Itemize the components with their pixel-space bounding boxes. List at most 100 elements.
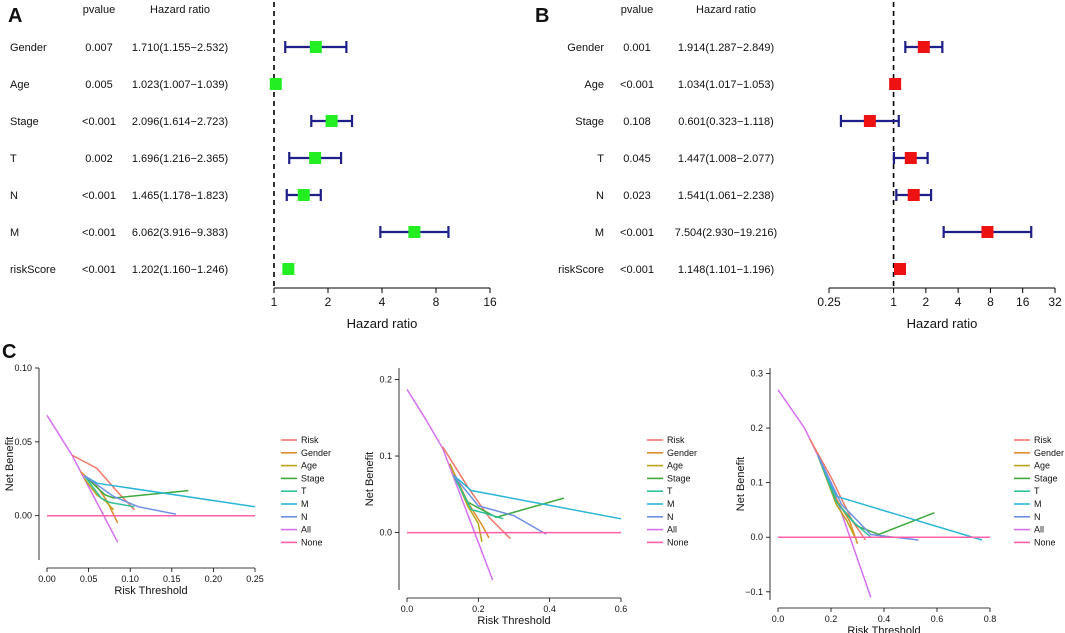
x-tick-label: 0.6 [615, 604, 628, 614]
row-label-riskscore: riskScore [10, 264, 56, 276]
panel-label-c: C [2, 341, 16, 363]
row-pvalue-age: 0.005 [85, 79, 113, 91]
forest-plot-a: pvalue Hazard ratio 1 2 4 8 16 Hazard ratio Gend… [10, 2, 497, 331]
x-tick-label: 8 [433, 295, 440, 309]
legend-label-stage: Stage [667, 473, 691, 483]
dca-plot-2: 0.0 0.1 0.2 0.0 0.2 0.4 0.6 Risk Threshold Net B… [364, 368, 697, 627]
row-hr-text-age: 1.034(1.017−1.053) [678, 79, 774, 91]
series-line-n [817, 454, 919, 541]
hr-point-n [297, 189, 310, 201]
x-tick-label: 8 [987, 295, 994, 309]
x-tick-label: 4 [955, 295, 962, 309]
dca-plot-3: −0.1 0.0 0.1 0.2 0.3 0.0 0.2 0.4 0.6 0.8 Risk Thre… [735, 368, 1064, 633]
header-hazard-ratio: Hazard ratio [150, 4, 210, 16]
x-tick-label: 0.2 [825, 614, 838, 624]
y-axis-title: Net Benefit [364, 452, 376, 506]
legend-label-risk: Risk [301, 435, 319, 445]
row-hr-text-stage: 2.096(1.614−2.723) [132, 116, 228, 128]
y-tick-label: −0.1 [745, 587, 763, 597]
row-hr-text-n: 1.541(1.061−2.238) [678, 190, 774, 202]
series-line-risk [442, 446, 511, 540]
x-tick-label: 1 [890, 295, 897, 309]
legend-label-none: None [1034, 537, 1056, 547]
row-pvalue-t: 0.002 [85, 153, 113, 165]
panel-label-b: B [535, 5, 549, 27]
legend-label-all: All [1034, 525, 1044, 535]
y-tick-label: 0.2 [750, 423, 763, 433]
series-line-t [817, 455, 872, 538]
row-label-t: T [10, 153, 17, 165]
legend-label-m: M [301, 499, 309, 509]
hr-point-stage [863, 115, 876, 127]
legend-label-age: Age [667, 461, 683, 471]
x-tick-label: 32 [1048, 295, 1062, 309]
row-pvalue-gender: 0.001 [623, 42, 651, 54]
y-tick-label: 0.0 [750, 532, 763, 542]
hr-point-gender [917, 41, 930, 53]
legend-label-t: T [667, 486, 673, 496]
legend-label-m: M [1034, 499, 1042, 509]
y-tick-label: 0.3 [750, 368, 763, 378]
header-pvalue: pvalue [83, 4, 115, 16]
x-tick-label: 0.05 [80, 574, 98, 584]
legend-label-n: N [1034, 512, 1041, 522]
legend-label-age: Age [301, 461, 317, 471]
x-tick-label: 0.2 [472, 604, 485, 614]
row-hr-text-m: 7.504(2.930−19.216) [675, 227, 777, 239]
row-hr-text-age: 1.023(1.007−1.039) [132, 79, 228, 91]
row-pvalue-riskscore: <0.001 [620, 264, 654, 276]
row-pvalue-stage: <0.001 [82, 116, 116, 128]
legend-label-stage: Stage [301, 473, 325, 483]
hr-point-m [408, 226, 421, 238]
series-line-all [406, 389, 494, 581]
y-axis-title: Net Benefit [4, 437, 16, 491]
header-pvalue: pvalue [621, 4, 653, 16]
row-pvalue-age: <0.001 [620, 79, 654, 91]
legend-label-none: None [667, 537, 689, 547]
series-line-risk [809, 438, 867, 541]
series-line-stage [83, 475, 189, 499]
x-tick-label: 0.25 [817, 295, 841, 309]
row-label-m: M [10, 227, 19, 239]
row-label-riskscore: riskScore [558, 264, 604, 276]
x-tick-label: 0.00 [38, 574, 56, 584]
y-tick-label: 0.1 [750, 478, 763, 488]
series-line-t [452, 474, 504, 520]
y-tick-label: 0.0 [379, 528, 392, 538]
hr-point-riskscore [282, 263, 295, 275]
row-hr-text-gender: 1.710(1.155−2.532) [132, 42, 228, 54]
hr-point-stage [325, 115, 338, 127]
legend-label-gender: Gender [667, 448, 697, 458]
row-pvalue-gender: 0.007 [85, 42, 113, 54]
row-label-t: T [597, 153, 604, 165]
legend-label-m: M [667, 499, 675, 509]
row-hr-text-stage: 0.601(0.323−1.118) [678, 116, 774, 128]
x-tick-label: 0.20 [205, 574, 223, 584]
series-line-all [46, 414, 119, 543]
row-label-age: Age [10, 79, 30, 91]
row-hr-text-t: 1.447(1.008−2.077) [678, 153, 774, 165]
y-tick-label: 0.10 [14, 363, 32, 373]
header-hazard-ratio: Hazard ratio [696, 4, 756, 16]
row-pvalue-riskscore: <0.001 [82, 264, 116, 276]
hr-point-t [309, 152, 322, 164]
row-label-gender: Gender [10, 42, 47, 54]
series-line-m [452, 474, 622, 520]
x-tick-label: 16 [1016, 295, 1030, 309]
legend-label-n: N [301, 512, 308, 522]
row-hr-text-riskscore: 1.202(1.160−1.246) [132, 264, 228, 276]
row-label-stage: Stage [575, 116, 604, 128]
hr-point-t [904, 152, 917, 164]
forest-plot-b: pvalue Hazard ratio 0.25 1 2 4 8 16 32 Hazard rat… [558, 2, 1062, 331]
legend-label-risk: Risk [1034, 435, 1052, 445]
series-line-all [777, 389, 872, 598]
hr-point-age [889, 78, 902, 90]
x-tick-label: 0.8 [984, 614, 997, 624]
x-tick-label: 2 [923, 295, 930, 309]
row-label-gender: Gender [567, 42, 604, 54]
x-tick-label: 1 [271, 295, 278, 309]
series-line-t [83, 475, 135, 508]
row-pvalue-stage: 0.108 [623, 116, 651, 128]
legend-label-stage: Stage [1034, 473, 1058, 483]
